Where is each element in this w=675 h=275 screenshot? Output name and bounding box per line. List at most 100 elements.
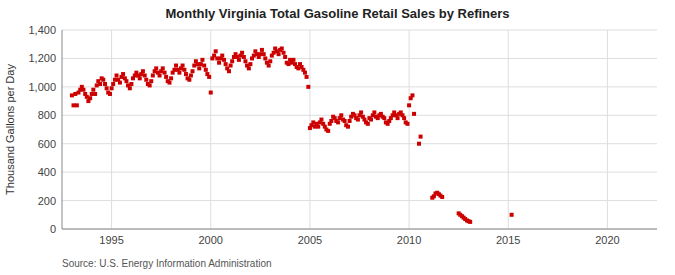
- point: [237, 58, 241, 62]
- x-grid-line: [111, 30, 112, 229]
- point: [177, 71, 181, 75]
- x-grid-line: [607, 30, 608, 229]
- point: [144, 78, 148, 82]
- point: [319, 118, 323, 122]
- point: [339, 113, 343, 117]
- point: [407, 103, 411, 107]
- point: [268, 59, 272, 63]
- y-tick-label: 1,200: [28, 52, 56, 64]
- point: [382, 116, 386, 120]
- y-tick-label: 1,400: [28, 24, 56, 36]
- point: [98, 82, 102, 86]
- point: [81, 88, 85, 92]
- point: [108, 92, 112, 96]
- x-tick-label: 1995: [99, 234, 123, 246]
- point: [163, 71, 167, 75]
- point: [121, 72, 125, 76]
- point: [305, 75, 309, 79]
- point: [187, 78, 191, 82]
- y-tick-label: 600: [38, 138, 56, 150]
- point: [410, 93, 414, 97]
- point: [229, 64, 233, 68]
- point: [115, 73, 119, 77]
- point: [169, 76, 173, 80]
- point: [204, 68, 208, 72]
- x-grid-line: [409, 30, 410, 229]
- point: [280, 46, 284, 50]
- point: [316, 125, 320, 129]
- point: [440, 195, 444, 199]
- point: [138, 76, 142, 80]
- point: [124, 79, 128, 83]
- source-note: Source: U.S. Energy Information Administ…: [62, 258, 272, 269]
- y-axis-line: [62, 30, 63, 229]
- point: [189, 73, 193, 77]
- point: [402, 116, 406, 120]
- y-tick-label: 0: [50, 223, 56, 235]
- point: [336, 120, 340, 124]
- point: [105, 86, 109, 90]
- point: [468, 220, 472, 224]
- point: [282, 51, 286, 55]
- x-tick-label: 2010: [397, 234, 421, 246]
- y-grid-line: [62, 200, 657, 201]
- point: [227, 69, 231, 73]
- point: [247, 66, 251, 70]
- point: [118, 81, 122, 85]
- point: [366, 122, 370, 126]
- point: [110, 86, 114, 90]
- point: [200, 58, 204, 62]
- point: [197, 66, 201, 70]
- point: [129, 82, 133, 86]
- point: [209, 91, 213, 95]
- point: [262, 52, 266, 56]
- y-tick-label: 1,000: [28, 81, 56, 93]
- point: [240, 51, 244, 55]
- point: [184, 72, 188, 76]
- grid: [62, 30, 657, 229]
- point: [75, 103, 79, 107]
- point: [222, 58, 226, 62]
- point: [283, 55, 287, 59]
- point: [306, 85, 310, 89]
- point: [148, 83, 152, 87]
- point: [174, 64, 178, 68]
- point: [207, 75, 211, 79]
- point: [214, 49, 218, 53]
- y-tick-label: 800: [38, 109, 56, 121]
- point: [343, 119, 347, 123]
- point: [182, 68, 186, 72]
- point: [419, 135, 423, 139]
- point: [154, 66, 158, 70]
- point: [242, 55, 246, 59]
- point: [412, 112, 416, 116]
- y-tick-label: 400: [38, 166, 56, 178]
- point: [510, 213, 514, 217]
- point: [101, 78, 105, 82]
- y-grid-line: [62, 229, 657, 230]
- point: [396, 116, 400, 120]
- point: [248, 62, 252, 66]
- point: [243, 59, 247, 63]
- points: [70, 46, 514, 223]
- point: [202, 64, 206, 68]
- point: [181, 64, 185, 68]
- x-axis-line: [62, 229, 657, 230]
- point: [128, 86, 132, 90]
- point: [267, 64, 271, 68]
- point: [303, 71, 307, 75]
- point: [91, 88, 95, 92]
- point: [111, 82, 115, 86]
- point: [359, 110, 363, 114]
- point: [356, 118, 360, 122]
- point: [167, 81, 171, 85]
- title: Monthly Virginia Total Gasoline Retail S…: [165, 6, 509, 21]
- chart: Monthly Virginia Total Gasoline Retail S…: [0, 0, 675, 275]
- x-tick-label: 2020: [595, 234, 619, 246]
- point: [191, 69, 195, 73]
- point: [220, 54, 224, 58]
- point: [151, 73, 155, 77]
- y-grid-line: [62, 58, 657, 59]
- y-grid-line: [62, 172, 657, 173]
- point: [141, 69, 145, 73]
